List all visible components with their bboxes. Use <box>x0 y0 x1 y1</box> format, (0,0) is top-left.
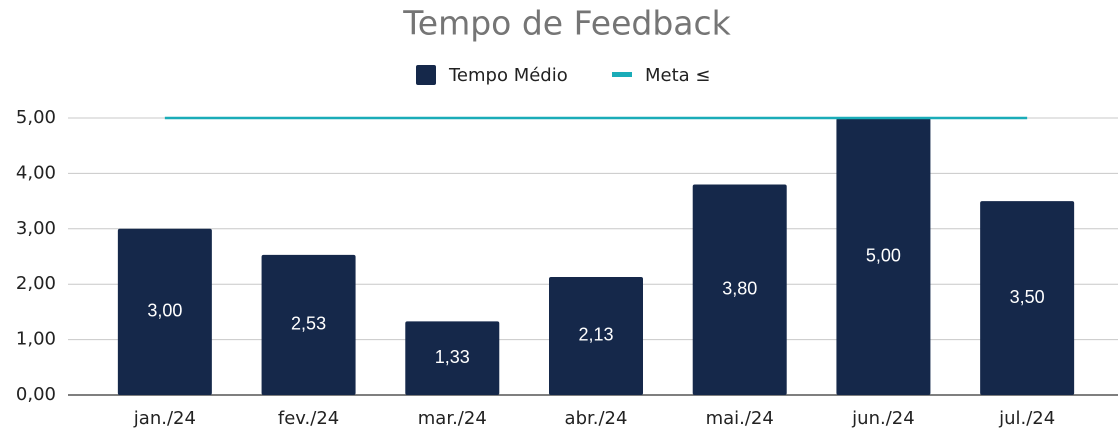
x-tick-label: jul./24 <box>998 408 1055 429</box>
data-label: 2,13 <box>578 325 613 345</box>
data-label: 1,33 <box>435 347 470 367</box>
bar <box>549 276 643 395</box>
y-tick-label: 0,00 <box>16 384 56 405</box>
chart-title: Tempo de Feedback <box>402 4 731 43</box>
x-tick-label: jan./24 <box>133 408 196 429</box>
data-label: 3,50 <box>1010 287 1045 307</box>
legend-label: Meta ≤ <box>645 65 711 86</box>
data-label: 5,00 <box>866 245 901 265</box>
legend-swatch <box>612 72 632 77</box>
y-tick-label: 2,00 <box>16 273 56 294</box>
bar <box>261 254 356 395</box>
bar <box>980 201 1075 395</box>
data-label: 3,00 <box>147 301 182 321</box>
legend-label: Tempo Médio <box>448 65 568 86</box>
legend-swatch <box>416 65 436 85</box>
x-tick-label: mai./24 <box>706 408 774 429</box>
y-tick-label: 3,00 <box>16 218 56 239</box>
y-tick-label: 5,00 <box>16 107 56 128</box>
data-label: 3,80 <box>722 278 757 298</box>
x-tick-label: fev./24 <box>278 408 339 429</box>
x-tick-label: jun./24 <box>851 408 915 429</box>
y-tick-label: 1,00 <box>16 329 56 350</box>
bar <box>117 228 212 395</box>
y-tick-label: 4,00 <box>16 162 56 183</box>
bar <box>692 184 787 395</box>
x-tick-label: mar./24 <box>418 408 487 429</box>
x-tick-label: abr./24 <box>565 408 628 429</box>
bar <box>836 118 931 395</box>
data-label: 2,53 <box>291 314 326 334</box>
bar <box>405 321 500 395</box>
